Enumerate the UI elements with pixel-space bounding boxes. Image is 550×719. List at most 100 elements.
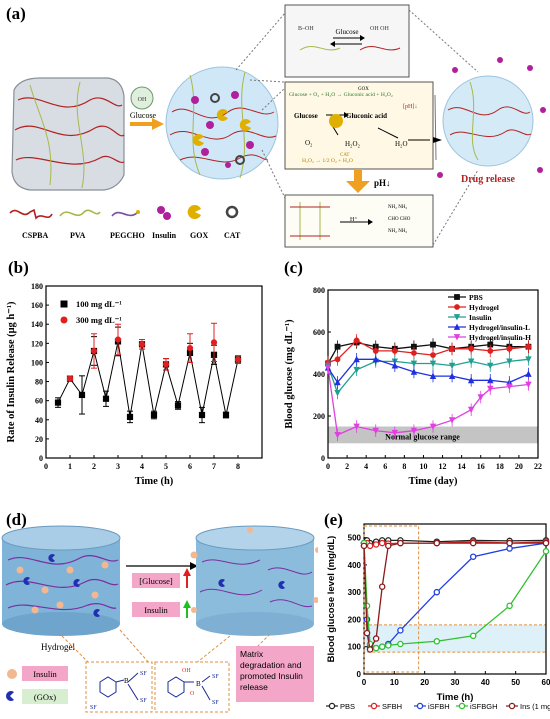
data-point xyxy=(397,539,404,547)
data-point xyxy=(363,602,371,610)
panel-b-label: (b) xyxy=(8,258,29,277)
legend-insulin: Insulin xyxy=(152,231,177,240)
x-tick-label: 60 xyxy=(542,678,550,687)
svg-text:B: B xyxy=(196,680,201,688)
y-tick-label: 400 xyxy=(348,561,362,570)
data-point xyxy=(378,643,386,650)
data-point xyxy=(449,345,455,352)
y-tick-label: 0 xyxy=(39,454,43,463)
data-point xyxy=(391,348,398,354)
hydrogel-cylinder-after xyxy=(190,525,321,636)
data-point xyxy=(433,539,441,547)
matrix-degradation-note: Matrix degradation and promoted Insulin … xyxy=(236,646,314,702)
y-tick-label: 0 xyxy=(321,454,325,463)
panel-a: (a) OH Glucose xyxy=(0,0,550,250)
data-point xyxy=(372,635,380,642)
x-tick-label: 7 xyxy=(212,462,216,471)
x-tick-label: 2 xyxy=(92,462,96,471)
y-axis-label: Rate of Insulin Release (μg h⁻¹) xyxy=(6,301,17,442)
legend-pegcho: PEGCHO xyxy=(110,231,145,240)
series-line xyxy=(327,339,529,364)
data-point xyxy=(66,375,74,382)
y-tick-label: 200 xyxy=(348,615,362,624)
legend-marker xyxy=(453,323,461,330)
data-point xyxy=(334,390,341,397)
data-point xyxy=(410,368,418,375)
data-point xyxy=(126,413,134,421)
legend-gox-d: (GOx) xyxy=(34,692,56,702)
panel-e-label: (e) xyxy=(324,510,343,529)
x-axis-label: Time (h) xyxy=(135,476,174,487)
data-point xyxy=(525,356,532,363)
y-tick-label: 800 xyxy=(313,286,325,295)
x-axis-label: Time (day) xyxy=(408,476,458,487)
svg-text:NH₂ NH₂: NH₂ NH₂ xyxy=(388,229,407,234)
data-point xyxy=(429,423,437,431)
data-point xyxy=(385,642,392,649)
y-tick-label: 0 xyxy=(357,670,362,679)
data-point xyxy=(477,394,484,401)
series-line xyxy=(327,358,529,384)
legend-marker xyxy=(454,294,460,300)
x-tick-label: 8 xyxy=(402,462,406,471)
hydrogel-cylinder-before xyxy=(1,525,121,636)
data-point xyxy=(487,362,494,370)
plot-frame xyxy=(45,285,263,459)
data-point xyxy=(54,399,62,406)
panel-e: (e) 0 10 20 30 40 50 60 0 100 200 300 400 500 Time (h… xyxy=(322,510,550,714)
data-point xyxy=(334,343,341,350)
data-point xyxy=(353,355,360,363)
top-box-glucose: Glucose xyxy=(336,28,359,36)
panel-a-schematic: OH Glucose B–OH OH OH xyxy=(9,4,546,248)
x-tick-label: 5 xyxy=(164,462,168,471)
data-point xyxy=(324,364,332,372)
x-tick-label: 20 xyxy=(515,462,523,471)
legend-marker xyxy=(60,316,68,324)
data-point xyxy=(542,539,550,547)
svg-text:Insulin: Insulin xyxy=(144,605,168,615)
x-tick-label: 8 xyxy=(236,462,240,471)
glucose-box xyxy=(132,573,180,588)
drug-release-label: Drug release xyxy=(461,174,516,185)
hydrogel-sphere xyxy=(165,66,279,180)
legend-marker xyxy=(416,702,424,710)
data-point xyxy=(372,541,380,548)
data-point xyxy=(525,381,532,389)
x-tick-label: 40 xyxy=(481,678,490,687)
panel-c: (c) Normal glucose range 0 2 4 6 8 10 12 14 16 18 2… xyxy=(278,256,550,506)
legend-marker xyxy=(458,702,466,710)
data-point xyxy=(366,646,374,653)
data-point xyxy=(334,356,341,363)
data-point xyxy=(378,539,386,547)
legend-marker xyxy=(60,300,68,308)
y-tick-label: 600 xyxy=(313,328,325,337)
data-point xyxy=(90,347,98,355)
glucose-label: Glucose xyxy=(130,111,157,120)
svg-text:[pH]↓: [pH]↓ xyxy=(403,104,417,110)
boronate-exchange-box xyxy=(284,4,410,78)
data-point xyxy=(487,348,494,354)
data-point xyxy=(525,343,532,350)
data-point xyxy=(385,542,392,550)
panel-a-label: (a) xyxy=(6,4,26,23)
svg-text:O₂: O₂ xyxy=(305,139,313,147)
ph-down-label: pH↓ xyxy=(374,178,391,188)
svg-text:H₂O: H₂O xyxy=(395,140,408,148)
data-point xyxy=(198,411,206,419)
y-tick-label: 300 xyxy=(348,588,362,597)
data-point xyxy=(468,345,475,352)
data-point xyxy=(467,376,475,384)
data-point xyxy=(430,352,436,358)
svg-text:OH: OH xyxy=(182,668,191,674)
data-point xyxy=(372,355,379,363)
panel-b: (b) 0 1 2 3 4 5 6 7 8 0 20 40 60 80 100 120 140 160 180 Tim… xyxy=(0,256,275,506)
data-point xyxy=(469,553,477,560)
data-point xyxy=(378,583,386,590)
schiff-base-box xyxy=(284,194,434,248)
y-tick-label: 180 xyxy=(31,282,43,291)
data-point xyxy=(487,376,494,384)
chart-c: Normal glucose range 0 2 4 6 8 10 12 14 16 18 20 22 0… xyxy=(284,286,542,487)
legend-csp: CSPBA xyxy=(22,231,48,240)
data-point xyxy=(469,632,477,640)
data-point xyxy=(353,366,360,374)
